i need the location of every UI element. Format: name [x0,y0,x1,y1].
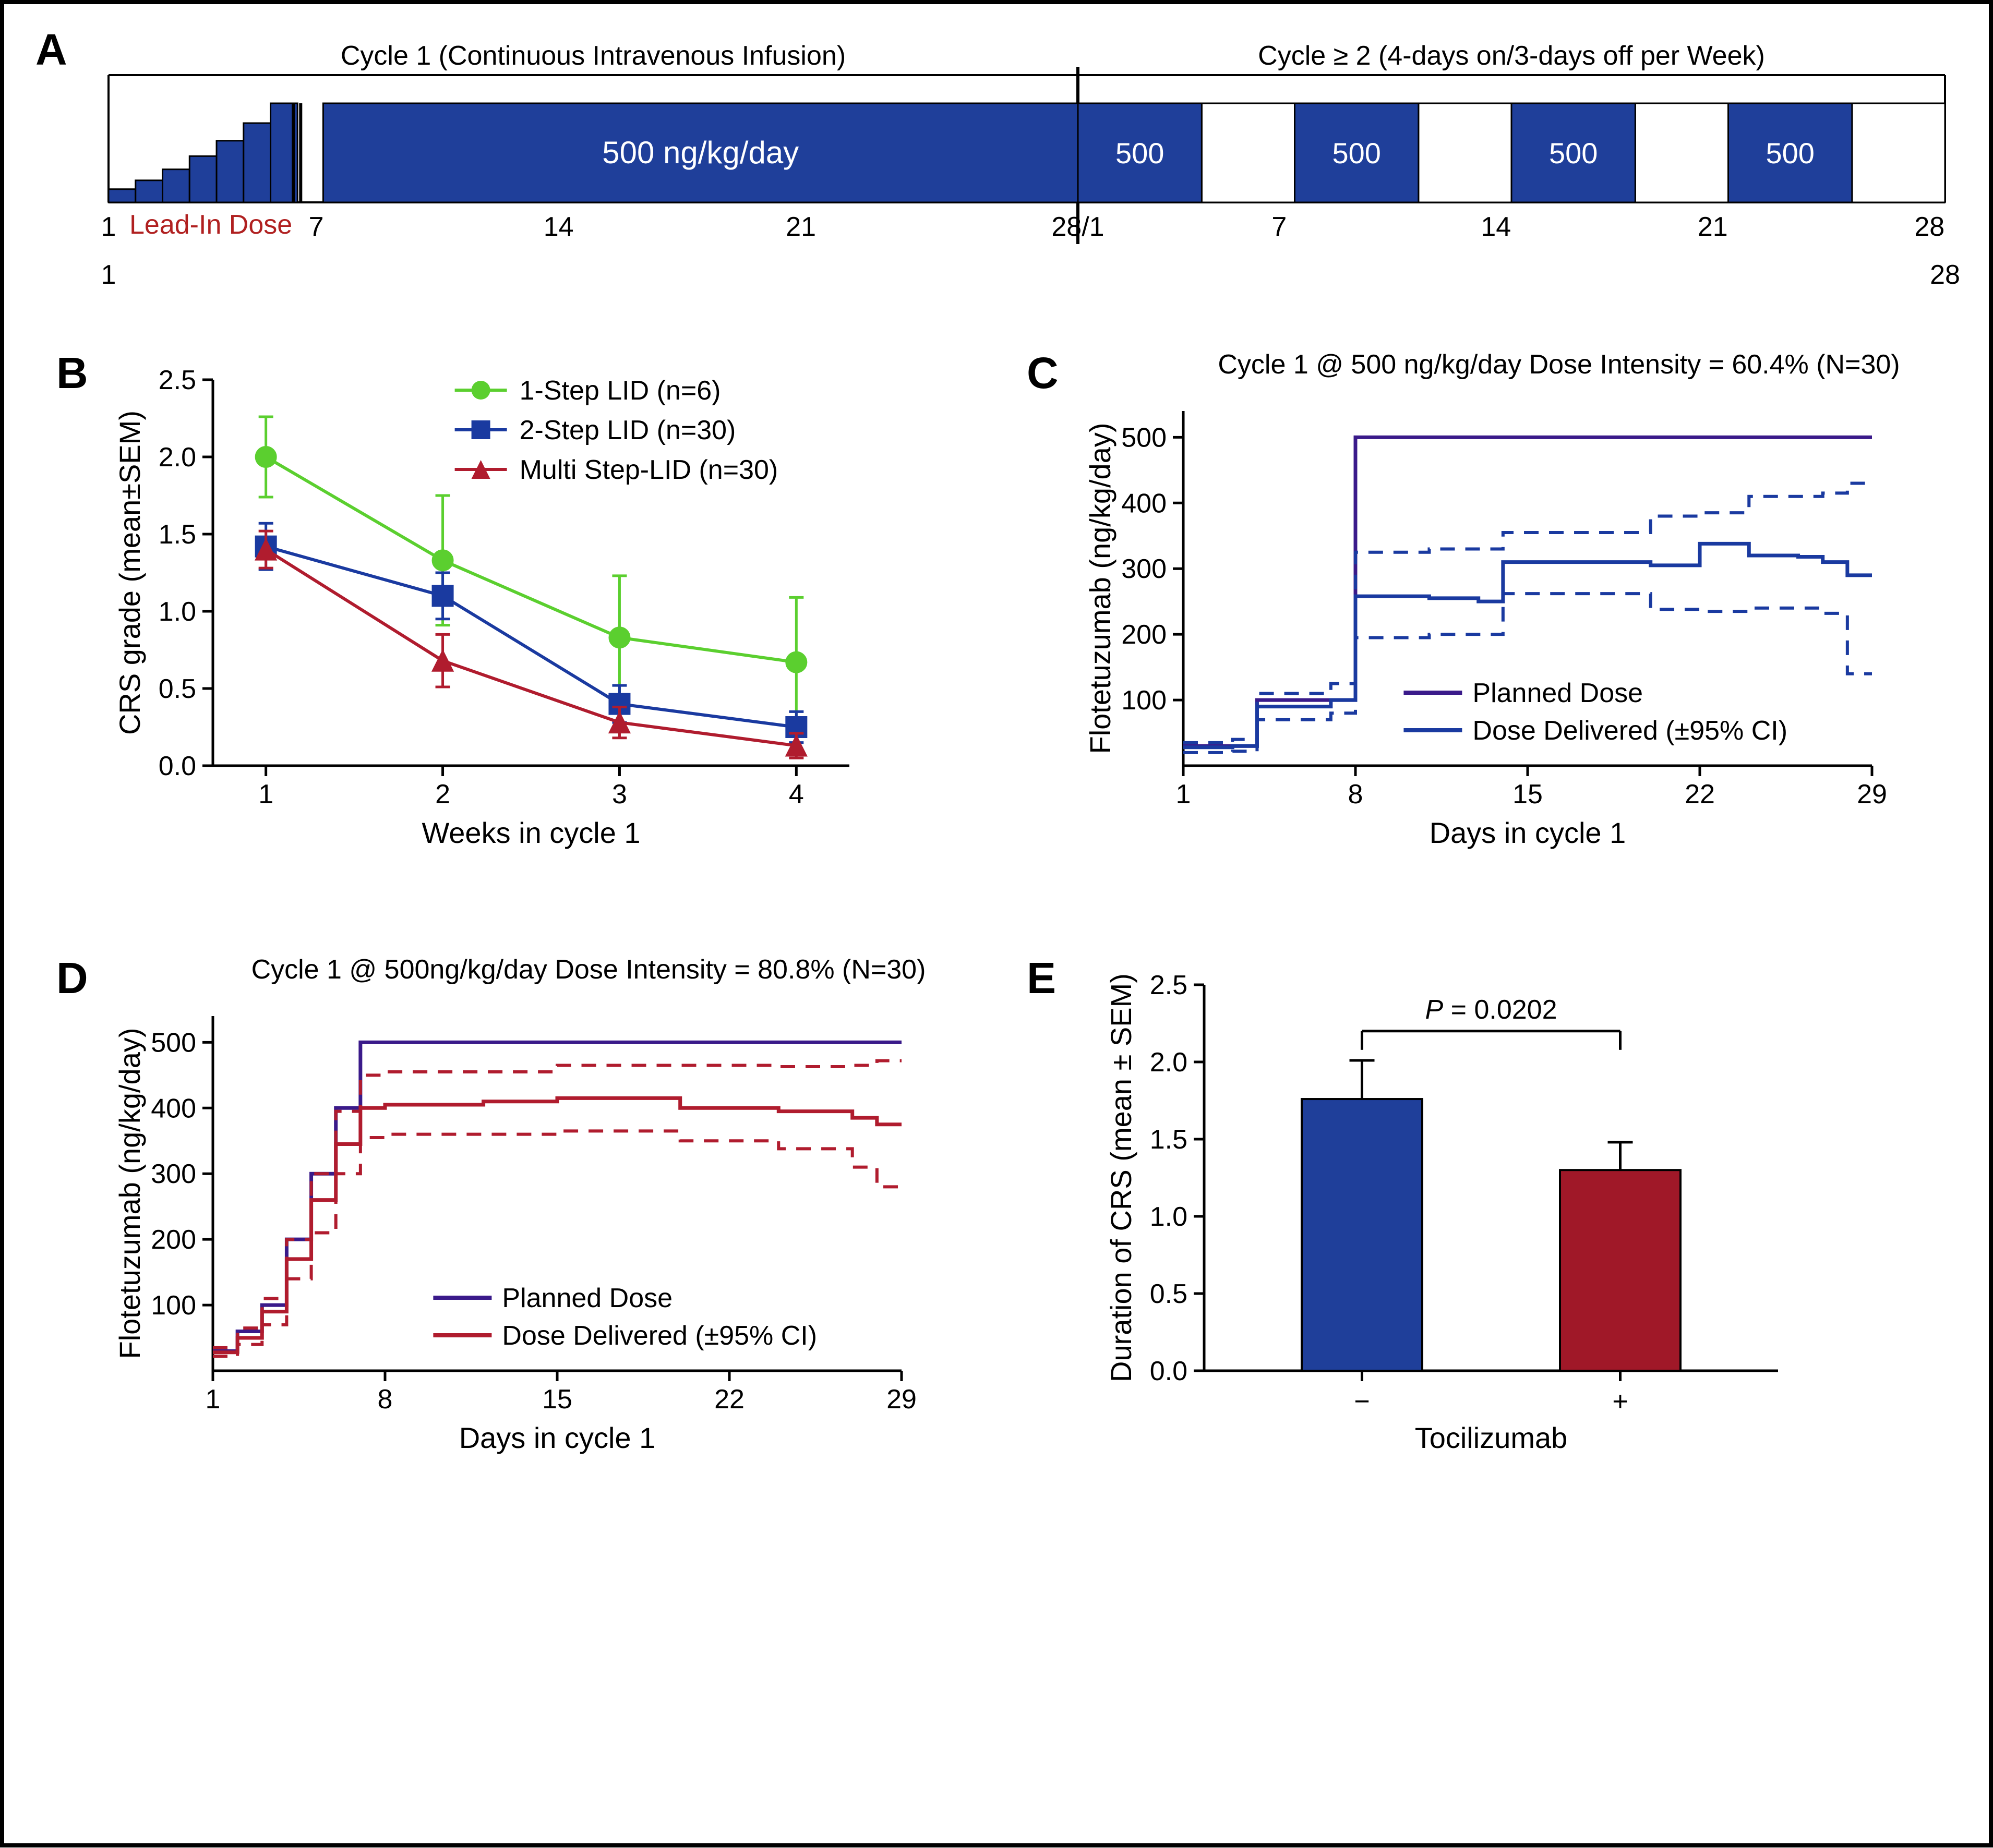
svg-text:14: 14 [1481,212,1511,242]
svg-text:1: 1 [258,779,273,810]
svg-text:Weeks in cycle 1: Weeks in cycle 1 [422,816,640,849]
svg-text:Cycle 1 @ 500ng/kg/day Dose In: Cycle 1 @ 500ng/kg/day Dose Intensity = … [251,955,926,985]
svg-text:28: 28 [1914,212,1944,242]
svg-text:Cycle 1 (Continuous Intravenou: Cycle 1 (Continuous Intravenous Infusion… [341,41,846,71]
panel-a-schedule: Cycle 1 (Continuous Intravenous Infusion… [35,25,1966,317]
svg-text:500: 500 [1115,137,1164,170]
svg-text:500: 500 [1121,422,1167,453]
svg-text:21: 21 [786,212,816,242]
svg-text:500: 500 [1549,137,1598,170]
svg-text:1.5: 1.5 [159,520,196,550]
svg-text:3: 3 [612,779,627,810]
svg-text:2-Step LID (n=30): 2-Step LID (n=30) [520,415,736,445]
svg-text:Planned Dose: Planned Dose [502,1283,673,1313]
svg-text:Cycle ≥ 2 (4-days on/3-days of: Cycle ≥ 2 (4-days on/3-days off per Week… [1258,41,1765,71]
svg-text:P = 0.0202: P = 0.0202 [1425,995,1557,1025]
svg-text:Lead-In Dose: Lead-In Dose [129,210,292,240]
svg-text:1.5: 1.5 [1150,1125,1187,1155]
svg-text:500: 500 [1766,137,1814,170]
svg-text:14: 14 [544,212,574,242]
svg-text:1: 1 [206,1384,221,1415]
svg-text:22: 22 [1685,779,1715,810]
svg-text:+: + [1612,1386,1628,1417]
svg-text:1: 1 [101,260,116,290]
svg-text:Planned Dose: Planned Dose [1472,678,1643,708]
svg-text:29: 29 [1857,779,1887,810]
svg-text:200: 200 [1121,620,1167,650]
svg-text:2.0: 2.0 [159,442,196,473]
svg-text:8: 8 [1348,779,1363,810]
svg-text:Multi Step-LID (n=30): Multi Step-LID (n=30) [520,455,778,485]
svg-text:0.0: 0.0 [1150,1356,1187,1386]
svg-text:1-Step LID (n=6): 1-Step LID (n=6) [520,376,721,406]
svg-text:0.0: 0.0 [159,751,196,781]
svg-text:7: 7 [1271,212,1287,242]
svg-text:300: 300 [1121,554,1167,584]
svg-text:22: 22 [714,1384,745,1415]
svg-text:500: 500 [151,1028,196,1058]
svg-text:400: 400 [151,1093,196,1124]
svg-text:CRS grade (mean±SEM): CRS grade (mean±SEM) [113,410,146,735]
svg-text:1.0: 1.0 [159,597,196,627]
svg-text:1: 1 [1176,779,1191,810]
svg-text:Tocilizumab: Tocilizumab [1415,1421,1568,1454]
svg-text:Duration of CRS (mean ± SEM): Duration of CRS (mean ± SEM) [1104,973,1137,1382]
figure-container: A B C D E Cycle 1 (Continuous Intravenou… [0,0,1993,1847]
svg-text:1.0: 1.0 [1150,1202,1187,1232]
svg-text:28: 28 [1930,260,1960,290]
svg-text:Dose Delivered (±95% CI): Dose Delivered (±95% CI) [502,1321,817,1351]
svg-text:1: 1 [101,212,116,242]
panel-d-dose-intensity-chart: Cycle 1 @ 500ng/kg/day Dose Intensity = … [56,943,964,1496]
svg-text:Days in cycle 1: Days in cycle 1 [1430,816,1626,849]
svg-text:200: 200 [151,1225,196,1255]
svg-text:300: 300 [151,1159,196,1189]
svg-text:2.0: 2.0 [1150,1047,1187,1078]
svg-text:8: 8 [378,1384,393,1415]
svg-text:100: 100 [151,1290,196,1321]
svg-text:0.5: 0.5 [1150,1279,1187,1309]
svg-text:100: 100 [1121,685,1167,716]
panel-e-bar-chart: 0.0 0.5 1.0 1.5 2.0 2.5 Tocilizumab Duration of… [1027,943,1935,1496]
svg-text:21: 21 [1698,212,1728,242]
svg-text:2.5: 2.5 [1150,970,1187,1000]
svg-text:0.5: 0.5 [159,674,196,704]
svg-text:7: 7 [309,212,324,242]
svg-text:4: 4 [789,779,804,810]
svg-text:400: 400 [1121,488,1167,518]
svg-text:500 ng/kg/day: 500 ng/kg/day [602,135,799,170]
svg-text:Flotetuzumab (ng/kg/day): Flotetuzumab (ng/kg/day) [113,1028,146,1359]
svg-text:2: 2 [435,779,450,810]
svg-text:Flotetuzumab (ng/kg/day): Flotetuzumab (ng/kg/day) [1084,423,1116,754]
svg-text:28/1: 28/1 [1051,212,1104,242]
svg-text:2.5: 2.5 [159,365,196,395]
svg-text:Cycle 1 @ 500 ng/kg/day Dose I: Cycle 1 @ 500 ng/kg/day Dose Intensity =… [1218,349,1900,380]
svg-text:15: 15 [542,1384,572,1415]
svg-text:Dose Delivered (±95% CI): Dose Delivered (±95% CI) [1472,716,1787,746]
svg-text:500: 500 [1332,137,1380,170]
svg-text:−: − [1354,1386,1370,1417]
panel-b-crs-line-chart: 0.0 0.5 1.0 1.5 2.0 2.5 1 2 3 4 Weeks in cycle 1 CR… [56,338,964,891]
svg-text:Days in cycle 1: Days in cycle 1 [459,1421,656,1454]
svg-text:29: 29 [886,1384,917,1415]
panel-c-dose-intensity-chart: Cycle 1 @ 500 ng/kg/day Dose Intensity =… [1027,338,1935,891]
svg-text:15: 15 [1512,779,1543,810]
